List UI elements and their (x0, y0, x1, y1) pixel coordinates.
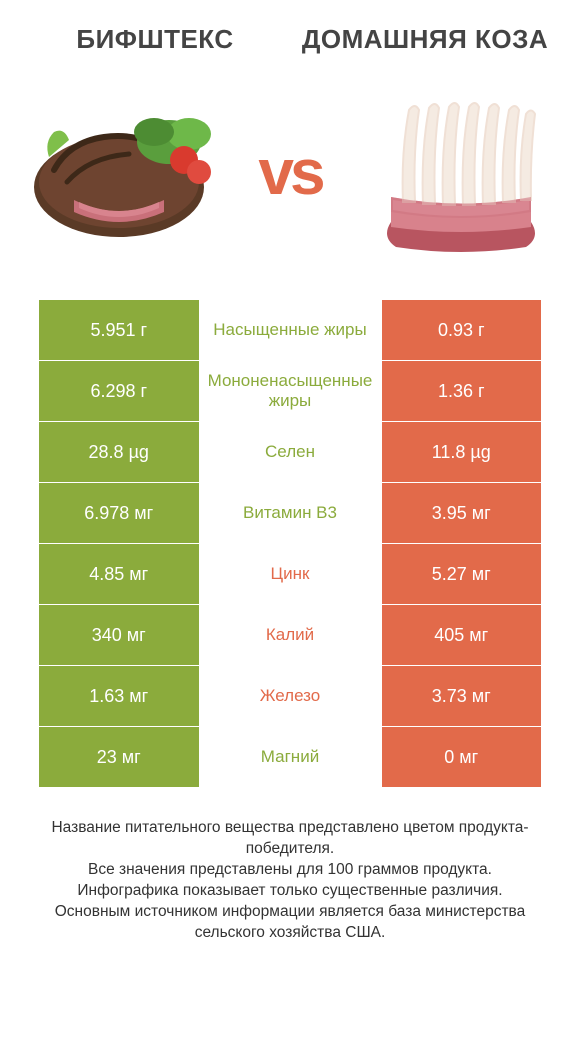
table-row: 6.298 гМононенасыщенные жиры1.36 г (39, 361, 541, 422)
footer-line: Основным источником информации является … (35, 902, 545, 944)
nutrient-label: Калий (199, 605, 381, 666)
right-value: 3.73 мг (381, 666, 541, 727)
left-value: 340 мг (39, 605, 199, 666)
left-value: 28.8 µg (39, 422, 199, 483)
vs-label: vs (258, 135, 321, 209)
nutrient-label: Мононенасыщенные жиры (199, 361, 381, 422)
table-row: 23 мгМагний0 мг (39, 727, 541, 788)
table-row: 4.85 мгЦинк5.27 мг (39, 544, 541, 605)
steak-illustration (19, 82, 219, 262)
product-left-title: БИФШТЕКС (20, 25, 290, 55)
table-row: 5.951 гНасыщенные жиры0.93 г (39, 300, 541, 361)
header-left: БИФШТЕКС (20, 25, 290, 55)
right-value: 3.95 мг (381, 483, 541, 544)
footer-line: Инфографика показывает только существенн… (35, 881, 545, 902)
nutrient-label: Витамин B3 (199, 483, 381, 544)
footer-line: Название питательного вещества представл… (35, 818, 545, 860)
right-value: 405 мг (381, 605, 541, 666)
visual-row: vs (0, 65, 580, 280)
comparison-table: 5.951 гНасыщенные жиры0.93 г6.298 гМонон… (39, 300, 541, 789)
right-value: 1.36 г (381, 361, 541, 422)
left-value: 23 мг (39, 727, 199, 788)
nutrient-label: Цинк (199, 544, 381, 605)
goat-ribs-illustration (361, 82, 561, 262)
right-value: 11.8 µg (381, 422, 541, 483)
left-value: 6.298 г (39, 361, 199, 422)
left-value: 6.978 мг (39, 483, 199, 544)
table-row: 6.978 мгВитамин B33.95 мг (39, 483, 541, 544)
right-value: 5.27 мг (381, 544, 541, 605)
right-value: 0 мг (381, 727, 541, 788)
nutrient-label: Магний (199, 727, 381, 788)
header-right: ДОМАШНЯЯ КОЗА (290, 25, 560, 55)
nutrient-label: Селен (199, 422, 381, 483)
footer-notes: Название питательного вещества представл… (0, 788, 580, 944)
footer-line: Все значения представлены для 100 граммо… (35, 860, 545, 881)
header: БИФШТЕКС ДОМАШНЯЯ КОЗА (0, 0, 580, 65)
nutrient-label: Железо (199, 666, 381, 727)
left-value: 4.85 мг (39, 544, 199, 605)
left-value: 5.951 г (39, 300, 199, 361)
left-value: 1.63 мг (39, 666, 199, 727)
right-value: 0.93 г (381, 300, 541, 361)
nutrient-label: Насыщенные жиры (199, 300, 381, 361)
table-row: 28.8 µgСелен11.8 µg (39, 422, 541, 483)
product-right-title: ДОМАШНЯЯ КОЗА (290, 25, 560, 55)
table-row: 1.63 мгЖелезо3.73 мг (39, 666, 541, 727)
table-row: 340 мгКалий405 мг (39, 605, 541, 666)
